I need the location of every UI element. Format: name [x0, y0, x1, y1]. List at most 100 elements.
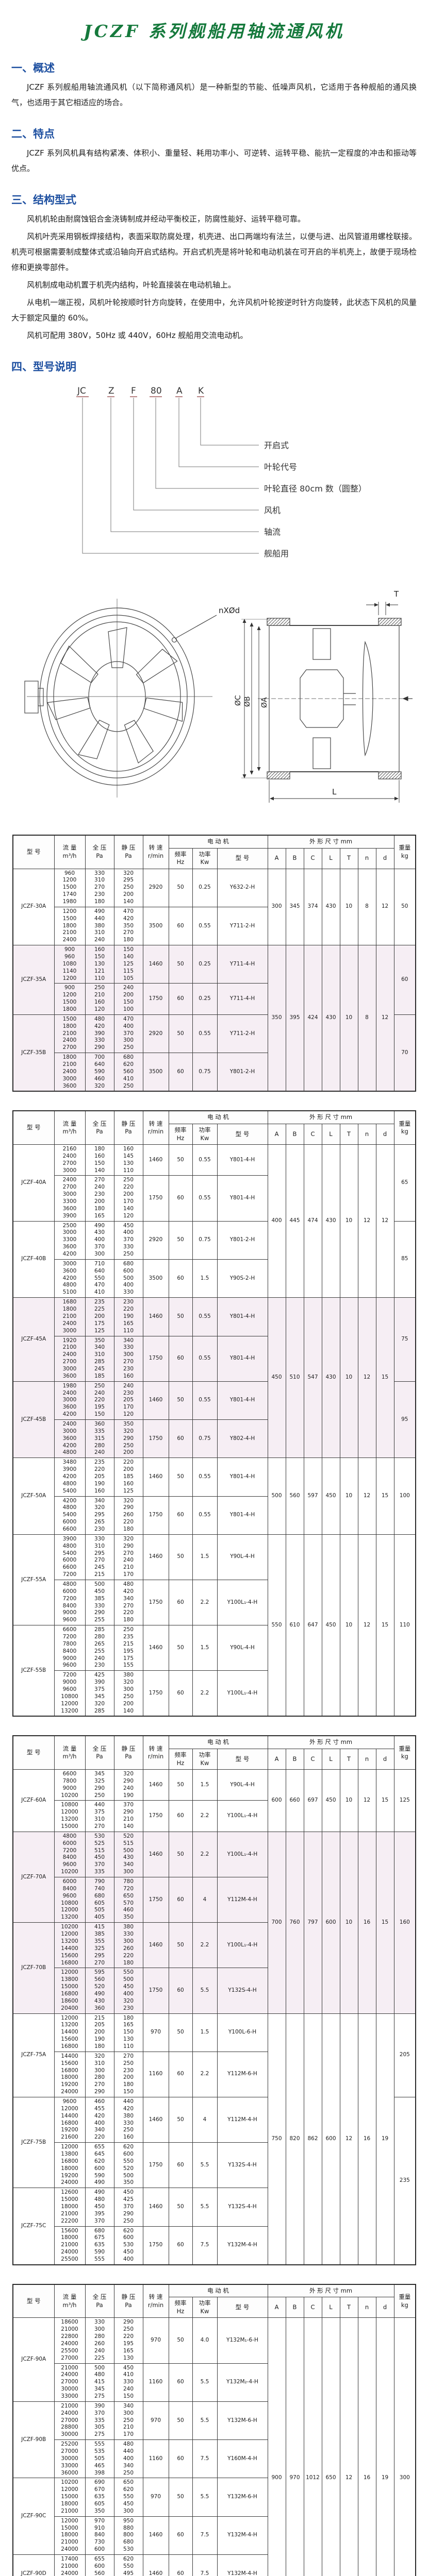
- cell-flow: 12600 15000 18000 21000 22200: [54, 2188, 86, 2227]
- cell-speed: 1460: [142, 1381, 169, 1420]
- fan-side-view: [258, 618, 413, 779]
- code-label-axial: 轴流: [264, 527, 281, 537]
- cell-static-pressure: 380 330 300 260 220 180: [113, 1922, 143, 1969]
- cell-frequency: 60: [168, 1259, 193, 1298]
- cell-dim-d: 19: [375, 2317, 394, 2576]
- cell-dim-L: 450: [321, 1534, 340, 1717]
- table-row: 2400 3000 3600 4200 4800 360 335 315 280 …: [13, 1419, 416, 1459]
- cell-weight: 95: [393, 1381, 416, 1459]
- cell-static-pressure: 470 420 350 270 180: [113, 906, 143, 946]
- cell-model: JCZF-90B: [12, 2401, 55, 2479]
- col-speed: 转 速 r/min: [142, 835, 169, 869]
- table-row: JCZF-55A 3900 4800 5400 6000 6600 7200 330…: [12, 1534, 416, 1717]
- cell-motor-model: Y100L₁-4-H: [217, 1800, 268, 1832]
- cell-dim-A: 600: [267, 1769, 286, 1832]
- cell-frequency: 60: [168, 906, 193, 946]
- cell-motor-model: Y132M-6-H: [217, 2401, 268, 2441]
- cell-static-pressure: 240 230 205 170 120: [113, 1381, 143, 1420]
- cell-weight: 235: [393, 2096, 416, 2265]
- col-total-pressure: 全 压 Pa: [85, 1735, 114, 1770]
- table-row: JCZF-70A 4800 6000 7200 8400 9600 10200 53…: [12, 1831, 416, 2014]
- cell-total-pressure: 330 310 270 230 180: [85, 868, 114, 907]
- cell-frequency: 50: [168, 1014, 193, 1054]
- cell-motor-model: Y100L₁-4-H: [217, 1922, 268, 1969]
- cell-dim-T: 10: [339, 1458, 358, 1535]
- cell-motor-model: Y100L-6-H: [217, 2013, 268, 2052]
- col-flow: 流 量 m³/h: [54, 1735, 86, 1770]
- cell-total-pressure: 425 390 375 345 320 285: [85, 1670, 114, 1717]
- cell-frequency: 60: [168, 2516, 193, 2555]
- cell-dim-T: 10: [339, 1534, 358, 1717]
- col-dim-L: L: [321, 848, 340, 869]
- cell-model: JCZF-45A: [12, 1297, 55, 1382]
- cell-flow: 1920 2100 2400 2700 3000 3600: [54, 1335, 86, 1382]
- cell-dim-B: 395: [285, 945, 304, 1092]
- spec-table-2: 型 号流 量 m³/h 全 压 Pa 静 压 Pa 转 速 r/min 电 动 机外 形…: [12, 1110, 417, 1717]
- code-label-fan: 风机: [264, 505, 281, 515]
- cell-motor-model: Y112M-4-H: [217, 2096, 268, 2143]
- table-row: 10800 12000 13200 15000 440 375 310 270 37…: [13, 1800, 416, 1832]
- cell-static-pressure: 220 200 185 160 125: [113, 1458, 143, 1497]
- code-letter-k: K: [198, 386, 204, 396]
- cell-flow: 900 960 1080 1140 1200: [54, 945, 86, 984]
- cell-speed: 1460: [142, 1534, 169, 1581]
- cell-total-pressure: 655 645 620 600 590 490: [85, 2142, 114, 2189]
- cell-power: 0.55: [192, 1297, 218, 1336]
- table-row: JCZF-45B 1980 2400 3000 3600 4200 250 240 …: [12, 1381, 416, 1459]
- cell-dim-A: 900: [267, 2317, 286, 2576]
- cell-frequency: 50: [168, 2013, 193, 2052]
- cell-static-pressure: 680 600 500 400 330: [113, 1259, 143, 1298]
- cell-frequency: 60: [168, 1175, 193, 1222]
- col-dim-C: C: [303, 2297, 322, 2318]
- cell-power: 1.5: [192, 1625, 218, 1671]
- cell-model: JCZF-90C: [12, 2478, 55, 2555]
- cell-motor-model: Y160M-4-H: [217, 2439, 268, 2479]
- cell-power: 0.55: [192, 1496, 218, 1535]
- cell-flow: 18600 21000 22800 24000 25500 27000: [54, 2317, 86, 2364]
- cell-power: 2.2: [192, 1800, 218, 1832]
- cell-frequency: 50: [168, 1458, 193, 1497]
- col-weight: 重量 kg: [393, 1110, 416, 1145]
- cell-dim-C: 474: [303, 1144, 322, 1298]
- cell-frequency: 60: [168, 983, 193, 1015]
- cell-power: 0.55: [192, 906, 218, 946]
- cell-static-pressure: 680 620 560 410 250: [113, 1053, 143, 1092]
- cell-motor-model: Y112M-6-H: [217, 2051, 268, 2097]
- structure-paragraph-1: 风机机轮由耐腐蚀铝合金浇铸制成并经动平衡校正，防腐性能好、运转平稳可靠。: [27, 214, 306, 224]
- cell-dim-n: 12: [357, 1534, 376, 1717]
- cell-static-pressure: 150 140 125 115 105: [113, 945, 143, 984]
- cell-total-pressure: 440 375 310 270: [85, 1800, 114, 1832]
- spec-table-3: 型 号流 量 m³/h 全 压 Pa 静 压 Pa 转 速 r/min 电 动 机外 形…: [12, 1735, 417, 2265]
- structure-paragraph-5: 风机可配用 380V，50Hz 或 440V，60Hz 舰船用交流电动机。: [27, 331, 248, 340]
- cell-flow: 6600 7200 7800 8400 9000 9600: [54, 1625, 86, 1671]
- table-row: JCZF-30A 960 1200 1500 1740 1980 330 310 2…: [12, 868, 416, 946]
- cell-power: 2.2: [192, 1579, 218, 1626]
- code-letter-z: Z: [108, 386, 114, 396]
- cell-flow: 6600 7800 9000 10200: [54, 1769, 86, 1801]
- cell-dim-n: 16: [357, 2317, 376, 2576]
- table-row: 6000 8400 9600 10800 12000 13200 790 740 …: [13, 1877, 416, 1923]
- cell-motor-model: Y801-4-H: [217, 1297, 268, 1336]
- cell-dim-A: 550: [267, 1534, 286, 1717]
- cell-speed: 1750: [142, 1800, 169, 1832]
- cell-power: 7.5: [192, 2554, 218, 2576]
- cell-speed: 3500: [142, 906, 169, 946]
- cell-flow: 17400 21000 24000 27000 31200: [54, 2554, 86, 2576]
- col-power: 功率 Kw: [192, 848, 218, 869]
- cell-power: 2.2: [192, 2051, 218, 2097]
- cell-total-pressure: 530 525 515 450 370 335: [85, 1831, 114, 1878]
- dim-L: [269, 780, 400, 803]
- cell-frequency: 50: [168, 1144, 193, 1176]
- col-power: 功率 Kw: [192, 2297, 218, 2318]
- cell-flow: 2500 3000 3300 3600 4200: [54, 1221, 86, 1260]
- table-row: JCZF-50A 3480 3900 4200 4800 5400 235 220 …: [12, 1458, 416, 1535]
- cell-model: JCZF-45B: [12, 1381, 55, 1459]
- cell-flow: 3900 4800 5400 6000 6600 7200: [54, 1534, 86, 1581]
- cell-flow: 10800 12000 13200 15000: [54, 1800, 86, 1832]
- cell-dim-d: 15: [375, 1297, 394, 1459]
- motor-support-bottom: [312, 737, 331, 769]
- cell-weight: 300: [393, 2317, 416, 2576]
- section-overview: 一、概述 JCZF 系列舰船用轴流通风机（以下简称通风机）是一种新型的节能、低噪…: [11, 60, 417, 110]
- table-row: 15600 18000 21000 24000 25500 680 675 635…: [13, 2226, 416, 2265]
- dim-T: [366, 602, 398, 615]
